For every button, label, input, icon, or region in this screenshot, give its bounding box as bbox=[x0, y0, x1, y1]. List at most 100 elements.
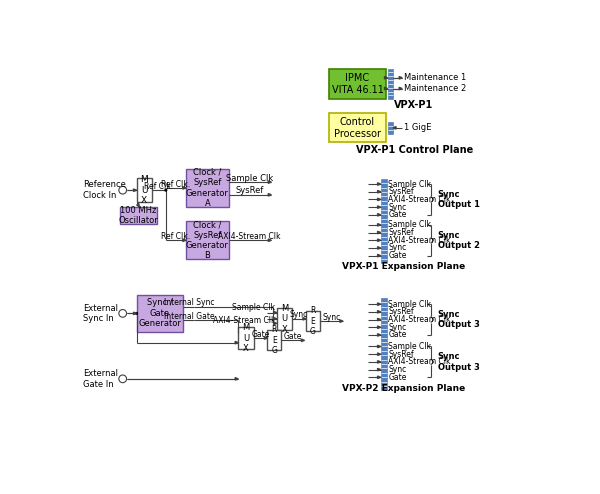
Text: Ref Clk.: Ref Clk. bbox=[161, 179, 190, 189]
Polygon shape bbox=[133, 189, 137, 191]
Polygon shape bbox=[377, 183, 380, 185]
Text: Sync: Sync bbox=[322, 313, 340, 322]
Polygon shape bbox=[377, 206, 380, 208]
Circle shape bbox=[164, 189, 167, 192]
Text: M
U
X: M U X bbox=[242, 323, 250, 353]
Bar bbox=[329, 113, 386, 142]
Text: VPX-P1: VPX-P1 bbox=[394, 100, 433, 111]
Polygon shape bbox=[301, 339, 304, 341]
Text: IPMC
VITA 46.11: IPMC VITA 46.11 bbox=[332, 73, 383, 95]
Bar bbox=[277, 308, 292, 329]
Text: Internal Sync: Internal Sync bbox=[164, 298, 214, 307]
Circle shape bbox=[119, 375, 127, 383]
Text: SysRef: SysRef bbox=[388, 307, 414, 316]
Polygon shape bbox=[235, 377, 238, 380]
Bar bbox=[268, 330, 281, 350]
Polygon shape bbox=[268, 181, 271, 183]
Text: Ref Clk.: Ref Clk. bbox=[161, 232, 190, 241]
Text: Sync
Output 3: Sync Output 3 bbox=[437, 352, 479, 371]
Text: Sync /
Gate
Generator: Sync / Gate Generator bbox=[138, 298, 181, 329]
Text: External
Sync In: External Sync In bbox=[83, 304, 118, 323]
Text: Maintenance 2: Maintenance 2 bbox=[404, 84, 466, 93]
Text: Sync
Output 3: Sync Output 3 bbox=[437, 310, 479, 329]
Text: Clock /
SysRef
Generator
B: Clock / SysRef Generator B bbox=[186, 220, 229, 260]
Text: Maintenance 1: Maintenance 1 bbox=[404, 73, 466, 82]
Text: 1 GigE: 1 GigE bbox=[404, 124, 431, 132]
Text: Gate: Gate bbox=[388, 373, 407, 382]
Circle shape bbox=[135, 312, 138, 315]
Polygon shape bbox=[377, 231, 380, 234]
Text: AXI4-Stream Clk: AXI4-Stream Clk bbox=[218, 232, 281, 241]
Text: Control
Processor: Control Processor bbox=[334, 117, 381, 139]
Text: Gate: Gate bbox=[284, 332, 302, 341]
Text: Ref Clk.: Ref Clk. bbox=[143, 182, 173, 191]
Polygon shape bbox=[303, 318, 306, 320]
Text: VPX-P1 Control Plane: VPX-P1 Control Plane bbox=[356, 145, 473, 155]
Polygon shape bbox=[377, 254, 380, 257]
Text: Sync
Output 2: Sync Output 2 bbox=[437, 231, 479, 250]
Text: AXI4-Stream Clk: AXI4-Stream Clk bbox=[388, 357, 451, 367]
Text: Gate: Gate bbox=[388, 210, 407, 219]
Polygon shape bbox=[377, 326, 380, 329]
Polygon shape bbox=[377, 318, 380, 321]
Polygon shape bbox=[377, 311, 380, 313]
Bar bbox=[186, 221, 229, 259]
Polygon shape bbox=[377, 334, 380, 336]
Bar bbox=[380, 298, 387, 390]
Circle shape bbox=[119, 310, 127, 317]
Text: M
U
X: M U X bbox=[281, 304, 288, 333]
Text: R
E
G: R E G bbox=[271, 326, 277, 355]
Text: Internal Gate: Internal Gate bbox=[164, 312, 214, 321]
Polygon shape bbox=[340, 320, 343, 322]
Text: Sync: Sync bbox=[388, 323, 407, 332]
Bar bbox=[329, 69, 386, 99]
Polygon shape bbox=[377, 198, 380, 201]
Polygon shape bbox=[183, 239, 186, 242]
Polygon shape bbox=[268, 194, 271, 196]
Bar bbox=[306, 311, 320, 331]
Polygon shape bbox=[377, 247, 380, 249]
Polygon shape bbox=[399, 77, 402, 79]
Bar bbox=[238, 327, 254, 349]
Text: Gate: Gate bbox=[388, 251, 407, 260]
Polygon shape bbox=[377, 369, 380, 371]
Polygon shape bbox=[274, 318, 277, 320]
Text: R
E
G: R E G bbox=[310, 306, 316, 336]
Text: Sync: Sync bbox=[388, 203, 407, 211]
Polygon shape bbox=[274, 311, 277, 314]
Polygon shape bbox=[377, 345, 380, 348]
Polygon shape bbox=[377, 361, 380, 363]
Text: VPX-P1 Expansion Plane: VPX-P1 Expansion Plane bbox=[342, 262, 466, 271]
Polygon shape bbox=[268, 239, 271, 242]
Text: VPX-P2 Expansion Plane: VPX-P2 Expansion Plane bbox=[342, 383, 466, 393]
Bar bbox=[137, 295, 183, 332]
Bar bbox=[119, 207, 157, 224]
Text: SysRef: SysRef bbox=[388, 350, 414, 359]
Bar bbox=[388, 122, 393, 134]
Text: Sample Clk: Sample Clk bbox=[388, 342, 431, 351]
Text: Sync: Sync bbox=[388, 244, 407, 252]
Text: AXI4-Stream Clk: AXI4-Stream Clk bbox=[388, 315, 451, 324]
Text: Sync
Output 1: Sync Output 1 bbox=[437, 190, 479, 209]
Bar bbox=[186, 168, 229, 207]
Polygon shape bbox=[183, 187, 186, 189]
Bar bbox=[388, 69, 393, 99]
Text: Sync: Sync bbox=[388, 365, 407, 374]
Text: Clock /
SysRef
Generator
A: Clock / SysRef Generator A bbox=[186, 168, 229, 208]
Text: Sample Clk: Sample Clk bbox=[226, 174, 274, 183]
Text: SysRef: SysRef bbox=[236, 186, 264, 196]
Polygon shape bbox=[265, 337, 268, 339]
Polygon shape bbox=[137, 203, 139, 206]
Text: AXI4-Stream Clk: AXI4-Stream Clk bbox=[388, 195, 451, 204]
Polygon shape bbox=[399, 87, 402, 90]
Polygon shape bbox=[377, 376, 380, 378]
Text: Sync: Sync bbox=[290, 310, 308, 320]
Polygon shape bbox=[377, 239, 380, 242]
Text: Sample Clk: Sample Clk bbox=[388, 220, 431, 229]
Text: Sample Clk: Sample Clk bbox=[232, 303, 275, 313]
Polygon shape bbox=[377, 303, 380, 305]
Polygon shape bbox=[377, 191, 380, 193]
Text: Gate: Gate bbox=[251, 329, 270, 339]
Polygon shape bbox=[377, 353, 380, 355]
Polygon shape bbox=[133, 312, 137, 315]
